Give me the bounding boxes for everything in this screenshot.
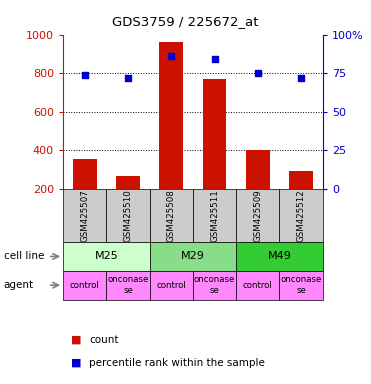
Bar bbox=[246, 151, 270, 189]
Bar bbox=[150, 242, 236, 271]
Bar bbox=[106, 271, 150, 300]
Text: cell line: cell line bbox=[4, 252, 44, 262]
Bar bbox=[193, 271, 236, 300]
Point bbox=[125, 75, 131, 81]
Bar bbox=[279, 189, 323, 242]
Bar bbox=[73, 159, 96, 189]
Text: count: count bbox=[89, 335, 119, 345]
Bar bbox=[106, 189, 150, 242]
Bar bbox=[236, 271, 279, 300]
Bar bbox=[160, 42, 183, 189]
Bar bbox=[63, 189, 106, 242]
Text: M29: M29 bbox=[181, 252, 205, 262]
Text: GSM425508: GSM425508 bbox=[167, 189, 176, 242]
Text: M25: M25 bbox=[95, 252, 118, 262]
Bar bbox=[63, 242, 150, 271]
Text: onconase
se: onconase se bbox=[107, 275, 149, 295]
Point bbox=[82, 72, 88, 78]
Point bbox=[255, 70, 261, 76]
Text: control: control bbox=[70, 281, 99, 290]
Text: GSM425512: GSM425512 bbox=[297, 189, 306, 242]
Text: GSM425511: GSM425511 bbox=[210, 189, 219, 242]
Text: onconase
se: onconase se bbox=[280, 275, 322, 295]
Point bbox=[168, 53, 174, 59]
Bar bbox=[63, 271, 106, 300]
Text: GDS3759 / 225672_at: GDS3759 / 225672_at bbox=[112, 15, 259, 28]
Bar bbox=[236, 242, 323, 271]
Text: GSM425507: GSM425507 bbox=[80, 189, 89, 242]
Text: GSM425510: GSM425510 bbox=[124, 189, 132, 242]
Point bbox=[298, 75, 304, 81]
Text: ■: ■ bbox=[70, 335, 81, 345]
Bar bbox=[193, 189, 236, 242]
Bar bbox=[289, 171, 313, 189]
Point bbox=[211, 56, 217, 62]
Bar bbox=[236, 189, 279, 242]
Bar bbox=[116, 175, 140, 189]
Text: ■: ■ bbox=[70, 358, 81, 368]
Bar bbox=[279, 271, 323, 300]
Text: onconase
se: onconase se bbox=[194, 275, 235, 295]
Text: percentile rank within the sample: percentile rank within the sample bbox=[89, 358, 265, 368]
Bar bbox=[150, 189, 193, 242]
Bar bbox=[203, 79, 226, 189]
Bar bbox=[150, 271, 193, 300]
Text: control: control bbox=[243, 281, 273, 290]
Text: GSM425509: GSM425509 bbox=[253, 189, 262, 242]
Text: agent: agent bbox=[4, 280, 34, 290]
Text: M49: M49 bbox=[267, 252, 292, 262]
Text: control: control bbox=[157, 281, 186, 290]
